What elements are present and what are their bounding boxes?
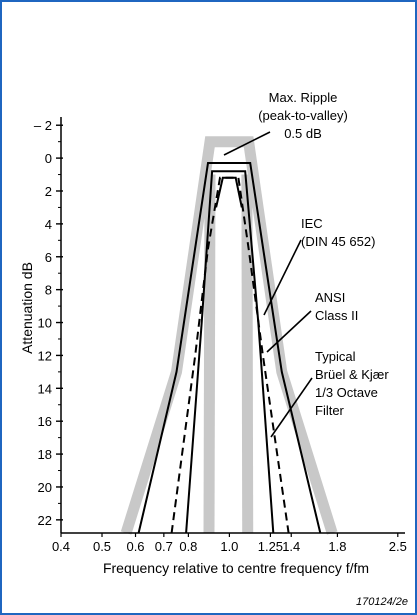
annotation-bk-leader <box>270 377 313 438</box>
y-tick-label: 14 <box>38 381 52 396</box>
axis-layer: – 2 0 2 4 6 8 10 12 14 16 18 20 220.4 0.5 0.6 0.7 0.8 1.0… <box>34 117 407 554</box>
series-bk-inner <box>215 176 243 208</box>
y-tick-label: 18 <box>38 447 52 462</box>
x-tick-label: 2.5 <box>389 539 407 554</box>
annotation-ripple-line3: 0.5 dB <box>284 126 322 141</box>
y-tick-label: 8 <box>45 283 52 298</box>
x-tick-label: 1.4 <box>282 539 300 554</box>
y-tick-label: 6 <box>45 250 52 265</box>
y-tick-label: 4 <box>45 217 52 232</box>
annotation-bk-line3: 1/3 Octave <box>315 385 378 400</box>
y-tick-label: 22 <box>38 513 52 528</box>
x-tick-label: 1.8 <box>328 539 346 554</box>
annotation-ansi: ANSI Class II <box>266 290 358 353</box>
annotation-ripple-leader <box>223 131 271 156</box>
x-tick-label: 0.4 <box>52 539 70 554</box>
y-tick-label: 10 <box>38 316 52 331</box>
y-tick-label: 0 <box>45 151 52 166</box>
annotation-ripple: Max. Ripple (peak-to-valley) 0.5 dB <box>223 90 348 156</box>
y-tick-label: 16 <box>38 414 52 429</box>
y-tick-label: 12 <box>38 348 52 363</box>
annotation-iec-leader <box>263 239 302 316</box>
annotation-iec-line2: (DIN 45 652) <box>301 234 375 249</box>
series-ansi <box>185 170 275 534</box>
annotation-ripple-line1: Max. Ripple <box>269 90 338 105</box>
x-tick-label: 1.25 <box>258 539 283 554</box>
y-tick-label: – 2 <box>34 118 52 133</box>
y-tick-label: 20 <box>38 480 52 495</box>
x-tick-label: 0.6 <box>126 539 144 554</box>
annotation-bk: Typical Brüel & Kjær 1/3 Octave Filter <box>270 349 389 438</box>
annotation-ansi-line1: ANSI <box>315 290 345 305</box>
series-iec <box>137 162 322 534</box>
annotation-bk-line2: Brüel & Kjær <box>315 367 389 382</box>
annotation-ansi-leader <box>266 310 312 353</box>
series-tolerance-band-inner-right <box>241 174 254 534</box>
x-tick-label: 1.0 <box>220 539 238 554</box>
x-tick-label: 0.8 <box>179 539 197 554</box>
y-axis-title: Attenuation dB <box>19 262 35 354</box>
annotation-bk-line4: Filter <box>315 403 345 418</box>
y-tick-label: 2 <box>45 184 52 199</box>
figure-code: 170124/2e <box>356 596 408 608</box>
x-tick-label: 0.5 <box>93 539 111 554</box>
series-layer <box>120 136 338 535</box>
annotation-ansi-line2: Class II <box>315 308 358 323</box>
annotation-bk-line1: Typical <box>315 349 356 364</box>
annotation-iec: IEC (DIN 45 652) <box>263 216 375 316</box>
x-axis-title: Frequency relative to centre frequency f… <box>103 560 369 576</box>
annotation-iec-line1: IEC <box>301 216 323 231</box>
x-tick-label: 0.7 <box>155 539 173 554</box>
annotation-ripple-line2: (peak-to-valley) <box>258 108 348 123</box>
series-tolerance-band <box>120 136 338 535</box>
